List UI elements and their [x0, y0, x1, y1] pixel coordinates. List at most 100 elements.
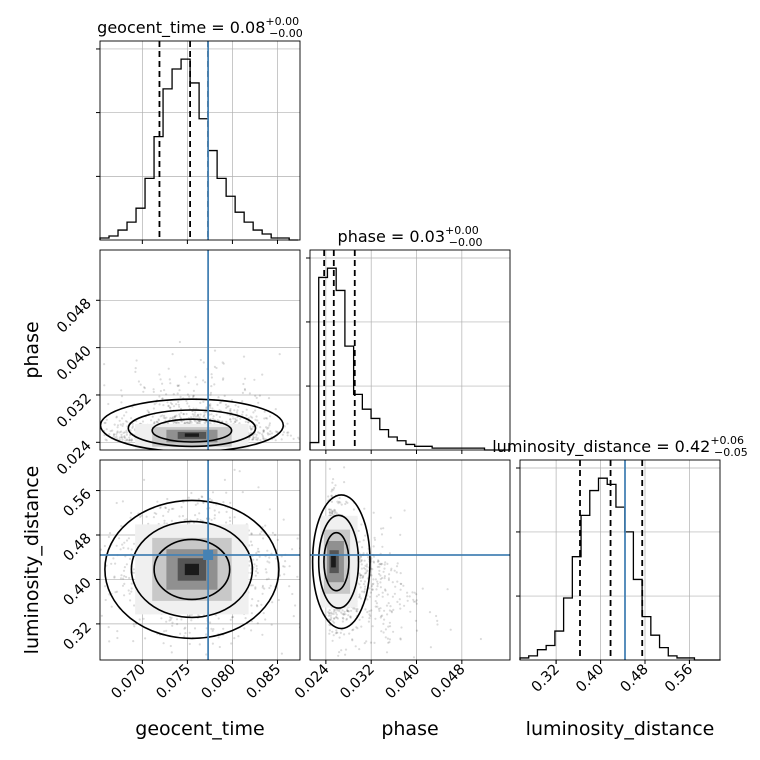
luminosity-distance-vs-geocent-time-sample-point	[113, 575, 116, 578]
luminosity-distance-vs-phase-sample-point	[343, 610, 346, 613]
phase-vs-geocent-time-sample-point	[225, 406, 228, 409]
phase-vs-geocent-time-sample-point	[125, 431, 128, 434]
luminosity-distance-vs-phase-sample-point	[346, 609, 349, 613]
luminosity-distance-vs-geocent-time-sample-point	[144, 637, 147, 640]
luminosity-distance-vs-geocent-time-sample-point	[256, 622, 259, 625]
phase-vs-geocent-time-sample-point	[118, 436, 121, 439]
phase-vs-geocent-time-sample-point	[131, 425, 134, 428]
geocent-time-title-text: geocent_time = 0.08	[97, 18, 265, 38]
luminosity-distance-vs-phase-sample-point	[359, 579, 363, 583]
phase-vs-geocent-time-sample-point	[131, 426, 134, 429]
luminosity-distance-vs-phase-sample-point	[446, 588, 449, 591]
phase-vs-geocent-time-sample-point	[236, 409, 239, 412]
luminosity-distance-histogram-panel: luminosity_distance = 0.42+0.06 −0.05	[492, 434, 748, 664]
phase-title-text: phase = 0.03	[338, 227, 445, 246]
luminosity-distance-vs-geocent-time-sample-point	[110, 562, 113, 565]
phase-vs-geocent-time-sample-point	[263, 410, 266, 413]
luminosity-distance-vs-geocent-time-sample-point	[296, 575, 299, 578]
luminosity-distance-vs-geocent-time-sample-point	[210, 499, 213, 502]
luminosity-distance-vs-geocent-time-sample-point	[184, 626, 187, 629]
y-axis-label-phase: phase	[21, 321, 43, 378]
phase-vs-geocent-time-sample-point	[268, 415, 272, 418]
phase-vs-geocent-time-sample-point	[210, 376, 213, 379]
phase-vs-geocent-time-sample-point	[234, 404, 237, 407]
phase-vs-geocent-time-sample-point	[202, 400, 205, 403]
phase-vs-geocent-time-sample-point	[282, 431, 285, 434]
phase-vs-geocent-time-sample-point	[159, 378, 162, 381]
luminosity-distance-vs-phase-sample-point	[388, 552, 391, 555]
luminosity-distance-vs-phase-sample-point	[370, 574, 373, 577]
luminosity-distance-vs-phase-sample-point	[328, 629, 331, 632]
phase-vs-geocent-time-sample-point	[225, 420, 228, 423]
luminosity-distance-vs-geocent-time-sample-point	[169, 644, 172, 648]
phase-vs-geocent-time-sample-point	[211, 407, 214, 410]
phase-vs-geocent-time-sample-point	[258, 421, 261, 425]
geocent-time-axis-xtick-label-1: 0.075	[154, 662, 195, 703]
luminosity-distance-vs-geocent-time-sample-point	[115, 501, 118, 505]
luminosity-distance-vs-geocent-time-sample-point	[127, 589, 130, 592]
luminosity-distance-vs-geocent-time-sample-point	[261, 633, 264, 636]
luminosity-distance-vs-geocent-time-sample-point	[132, 571, 135, 574]
luminosity-distance-vs-phase-sample-point	[380, 533, 384, 536]
luminosity-distance-vs-phase-sample-point	[363, 559, 366, 562]
phase-vs-geocent-time-sample-point	[176, 421, 179, 424]
phase-vs-geocent-time-sample-point	[212, 415, 215, 418]
luminosity-distance-vs-phase-sample-point	[388, 621, 391, 624]
luminosity-distance-vs-geocent-time-sample-point	[202, 501, 205, 504]
phase-histogram-panel-border	[309, 249, 511, 451]
phase-vs-geocent-time-sample-point	[255, 424, 258, 427]
phase-vs-geocent-time-sample-point	[221, 378, 225, 381]
phase-vs-geocent-time-sample-point	[116, 426, 119, 429]
luminosity-distance-vs-phase-sample-point	[345, 618, 348, 621]
phase-vs-geocent-time-sample-point	[123, 435, 126, 438]
luminosity-distance-vs-phase-sample-point	[412, 656, 416, 659]
phase-vs-geocent-time-sample-point	[213, 365, 216, 368]
luminosity-distance-vs-phase-sample-point	[339, 501, 342, 504]
phase-vs-geocent-time-sample-point	[229, 418, 232, 421]
luminosity-distance-vs-phase-plot-area	[311, 466, 482, 659]
luminosity-distance-vs-phase-sample-point	[368, 610, 371, 613]
phase-vs-geocent-time-sample-point	[262, 436, 265, 439]
phase-vs-geocent-time-sample-point	[178, 405, 181, 408]
luminosity-distance-vs-phase-sample-point	[362, 552, 365, 555]
phase-vs-geocent-time-sample-point	[248, 392, 251, 395]
luminosity-distance-vs-geocent-time-sample-point	[183, 519, 186, 522]
phase-vs-geocent-time-sample-point	[152, 388, 155, 391]
luminosity-distance-vs-phase-sample-point	[373, 536, 376, 539]
luminosity-distance-vs-geocent-time-sample-point	[121, 584, 125, 587]
luminosity-distance-vs-phase-sample-point	[331, 612, 334, 615]
phase-vs-geocent-time-sample-point	[182, 413, 185, 416]
luminosity-distance-vs-geocent-time-sample-point	[264, 618, 267, 621]
luminosity-distance-vs-phase-sample-point	[364, 568, 367, 571]
luminosity-distance-vs-phase-sample-point	[379, 586, 382, 589]
phase-vs-geocent-time-sample-point	[123, 431, 126, 434]
luminosity-distance-vs-phase-sample-point	[329, 618, 333, 621]
luminosity-distance-vs-phase-sample-point	[341, 609, 344, 612]
luminosity-distance-vs-geocent-time-sample-point	[118, 537, 121, 540]
phase-vs-geocent-time-sample-point	[202, 415, 205, 418]
phase-vs-geocent-time-sample-point	[185, 399, 188, 402]
luminosity-distance-vs-phase-sample-point	[358, 648, 361, 651]
luminosity-distance-vs-phase-sample-point	[399, 588, 402, 591]
luminosity-distance-vs-phase-sample-point	[378, 565, 381, 569]
luminosity-distance-vs-geocent-time-sample-point	[123, 566, 126, 569]
luminosity-distance-vs-geocent-time-sample-point	[256, 550, 259, 553]
luminosity-distance-vs-geocent-time-sample-point	[255, 552, 258, 555]
luminosity-distance-vs-phase-sample-point	[359, 597, 363, 600]
luminosity-distance-vs-phase-sample-point	[331, 511, 334, 514]
luminosity-distance-vs-phase-sample-point	[368, 587, 371, 590]
luminosity-distance-vs-phase-sample-point	[327, 611, 330, 614]
phase-vs-geocent-time-sample-point	[171, 417, 174, 420]
luminosity-distance-axis-group: 0.32 0.40 0.48 0.56 luminosity_distance	[526, 660, 714, 740]
luminosity-distance-vs-phase-sample-point	[386, 613, 389, 616]
phase-vs-geocent-time-sample-point	[237, 405, 240, 408]
phase-vs-geocent-time-sample-point	[255, 415, 258, 418]
luminosity-distance-vs-phase-sample-point	[398, 603, 401, 606]
phase-vs-geocent-time-sample-point	[268, 422, 271, 425]
phase-vs-geocent-time-sample-point	[152, 407, 155, 410]
phase-vs-geocent-time-sample-point	[303, 434, 305, 436]
luminosity-distance-vs-phase-sample-point	[390, 569, 393, 572]
phase-vs-geocent-time-sample-point	[242, 355, 246, 358]
luminosity-distance-vs-phase-sample-point	[382, 631, 385, 634]
luminosity-distance-vs-phase-sample-point	[387, 602, 390, 605]
